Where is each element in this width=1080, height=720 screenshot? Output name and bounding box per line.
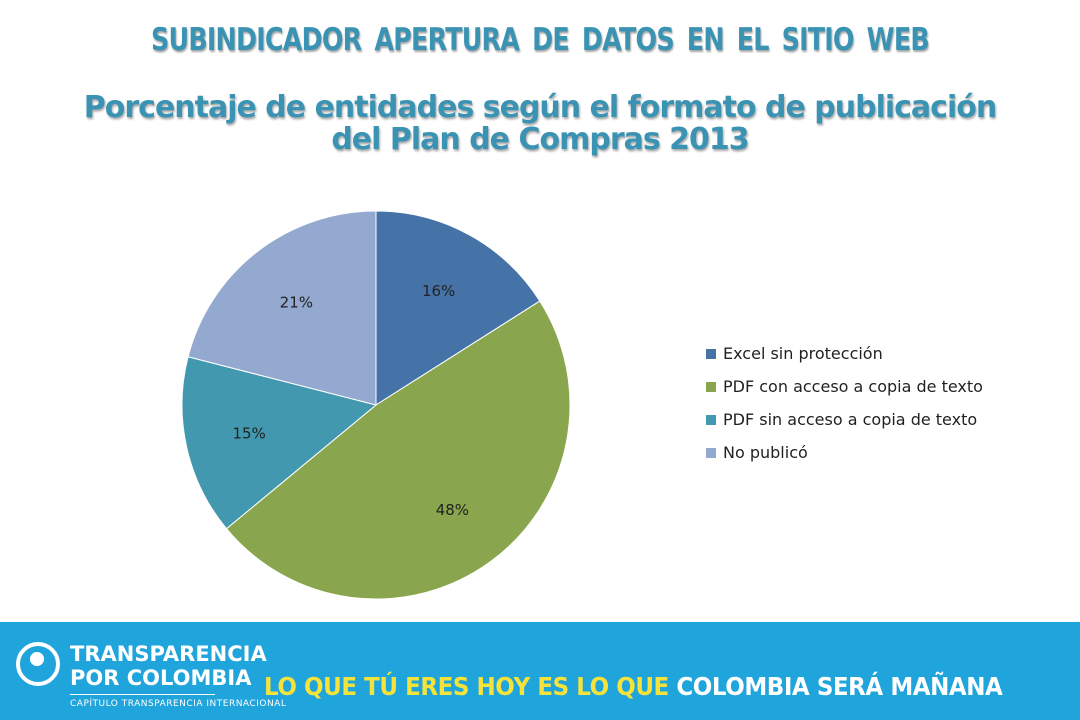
logo-text-line2: POR COLOMBIA	[70, 666, 252, 690]
legend-swatch-excel-sin-proteccion	[706, 349, 716, 359]
legend-swatch-pdf-con-copia	[706, 382, 716, 392]
pie-slice-no-publico	[187, 210, 377, 406]
pie-slice-excel-sin-proteccion	[375, 210, 541, 406]
data-label-no-publico: 21%	[280, 293, 313, 311]
pie-slices	[181, 210, 571, 600]
pie-chart: 16% 48% 15% 21% Excel sin protección PDF con…	[181, 210, 983, 600]
legend-swatch-no-publico	[706, 448, 716, 458]
legend-label-excel-sin-proteccion: Excel sin protección	[723, 344, 883, 363]
legend-swatch-pdf-sin-copia	[706, 415, 716, 425]
pie-slice-pdf-sin-copia	[181, 356, 378, 530]
legend-label-no-publico: No publicó	[723, 443, 808, 462]
legend-label-pdf-sin-copia: PDF sin acceso a copia de texto	[723, 410, 977, 429]
logo-subtitle: CAPÍTULO TRANSPARENCIA INTERNACIONAL	[70, 699, 287, 709]
slogan: LO QUE TÚ ERES HOY ES LO QUE COLOMBIA SE…	[264, 672, 1003, 701]
chart-legend: Excel sin protección PDF con acceso a cop…	[706, 344, 983, 462]
chart-subtitle: Porcentaje de entidades según el formato…	[83, 90, 997, 157]
slogan-part-2: COLOMBIA SERÁ MAÑANA	[676, 672, 1003, 701]
footer-banner: TRANSPARENCIA POR COLOMBIA CAPÍTULO TRAN…	[0, 622, 1080, 720]
logo-text-line1: TRANSPARENCIA	[70, 642, 267, 666]
data-label-pdf-con-copia: 48%	[436, 501, 469, 519]
data-label-excel-sin-proteccion: 16%	[422, 282, 455, 300]
legend-label-pdf-con-copia: PDF con acceso a copia de texto	[723, 377, 983, 396]
pie-slice-pdf-con-copia	[225, 300, 571, 600]
pie-data-labels: 16% 48% 15% 21%	[232, 282, 469, 519]
slogan-part-1: LO QUE TÚ ERES HOY ES LO QUE	[264, 672, 677, 701]
transparencia-logo-icon	[16, 642, 60, 686]
chart-title: SUBINDICADOR APERTURA DE DATOS EN EL SIT…	[151, 22, 930, 58]
data-label-pdf-sin-copia: 15%	[232, 424, 265, 442]
logo-divider	[70, 694, 215, 695]
